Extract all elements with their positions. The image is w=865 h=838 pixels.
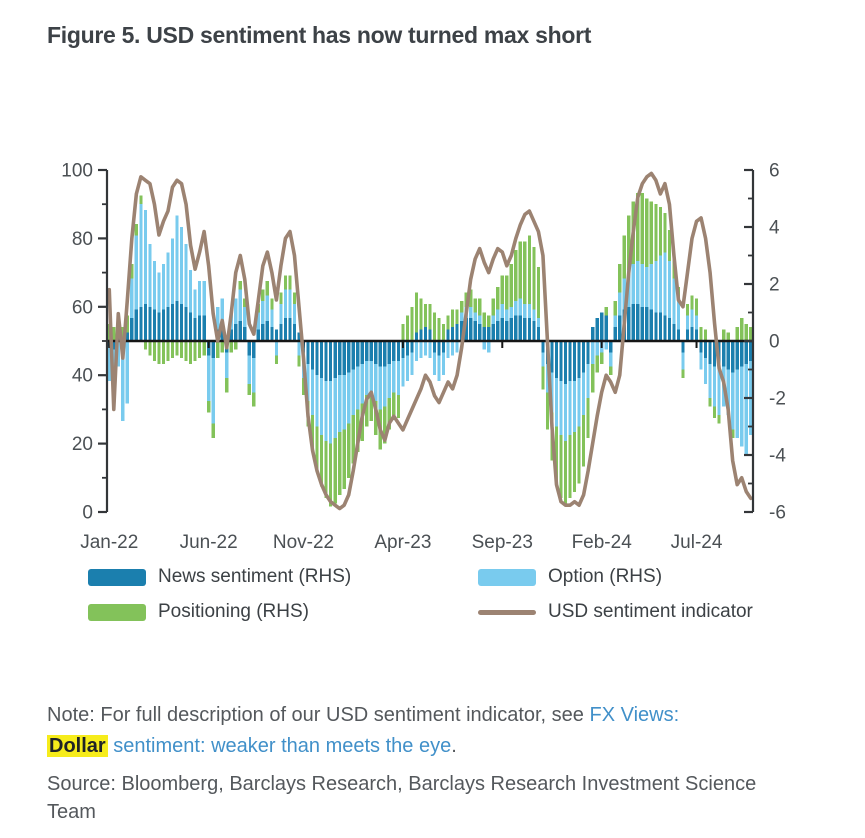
chart-canvas: Jan-22 Jun-22 Nov-22 Apr-23 Sep-23 Feb-24 Jul-…: [61, 161, 786, 554]
legend-label-positioning: Positioning (RHS): [158, 601, 309, 622]
x-axis-label: Sep-23: [472, 532, 533, 553]
right-axis: [744, 168, 755, 514]
news-sentiment-swatch: [88, 568, 146, 586]
legend-label-usd-indicator: USD sentiment indicator: [548, 601, 753, 622]
legend-item-positioning: Positioning (RHS): [88, 601, 478, 623]
usd-sentiment-chart: Jan-22 Jun-22 Nov-22 Apr-23 Sep-23 Feb-24 Jul-…: [40, 148, 840, 573]
usd-sentiment-indicator-line: [107, 171, 753, 511]
x-axis-label: Jun-22: [180, 532, 238, 553]
note-period: .: [451, 735, 457, 757]
legend-item-usd-indicator: USD sentiment indicator: [478, 601, 753, 623]
left-axis-label: 20: [72, 434, 93, 455]
bars-positioning: [107, 192, 753, 507]
sentiment-article-link[interactable]: sentiment: weaker than meets the eye: [107, 735, 452, 757]
figure-note: Note: For full description of our USD se…: [47, 700, 837, 762]
fx-views-link[interactable]: FX Views:: [589, 704, 680, 726]
x-axis-label: Apr-23: [374, 532, 431, 553]
figure-title: Figure 5. USD sentiment has now turned m…: [47, 22, 592, 48]
right-axis-label: -4: [769, 446, 786, 467]
option-swatch: [478, 568, 536, 586]
left-axis: [98, 168, 109, 514]
left-axis-label: 80: [72, 229, 93, 250]
note-text: Note: For full description of our USD se…: [47, 704, 590, 726]
bars-news: [107, 301, 753, 384]
right-axis-label: -2: [769, 389, 786, 410]
left-axis-label: 40: [72, 366, 93, 387]
legend-item-news: News sentiment (RHS): [88, 566, 478, 588]
right-axis-label: 4: [769, 218, 780, 239]
legend-label-news: News sentiment (RHS): [158, 566, 352, 587]
positioning-swatch: [88, 603, 146, 621]
left-axis-label: 100: [61, 161, 93, 182]
highlighted-term: Dollar: [47, 735, 108, 757]
figure-source: Source: Bloomberg, Barclays Research, Ba…: [47, 773, 757, 823]
right-axis-label: -6: [769, 503, 786, 524]
legend-label-option: Option (RHS): [548, 566, 663, 587]
x-axis-label: Feb-24: [572, 532, 633, 553]
usd-indicator-line-swatch: [478, 609, 536, 615]
left-axis-label: 60: [72, 297, 93, 318]
x-axis-label: Jul-24: [671, 532, 723, 553]
right-axis-label: 2: [769, 275, 780, 296]
chart-legend: News sentiment (RHS) Option (RHS) Positi…: [88, 566, 753, 623]
x-axis-label: Jan-22: [80, 532, 138, 553]
bars-option: [107, 204, 753, 455]
legend-item-option: Option (RHS): [478, 566, 753, 588]
right-axis-label: 0: [769, 332, 780, 353]
left-axis-label: 0: [82, 503, 93, 524]
x-axis-label: Nov-22: [273, 532, 334, 553]
x-axis-labels: Jan-22 Jun-22 Nov-22 Apr-23 Sep-23 Feb-24 Jul-…: [80, 341, 723, 553]
right-axis-label: 6: [769, 161, 780, 182]
